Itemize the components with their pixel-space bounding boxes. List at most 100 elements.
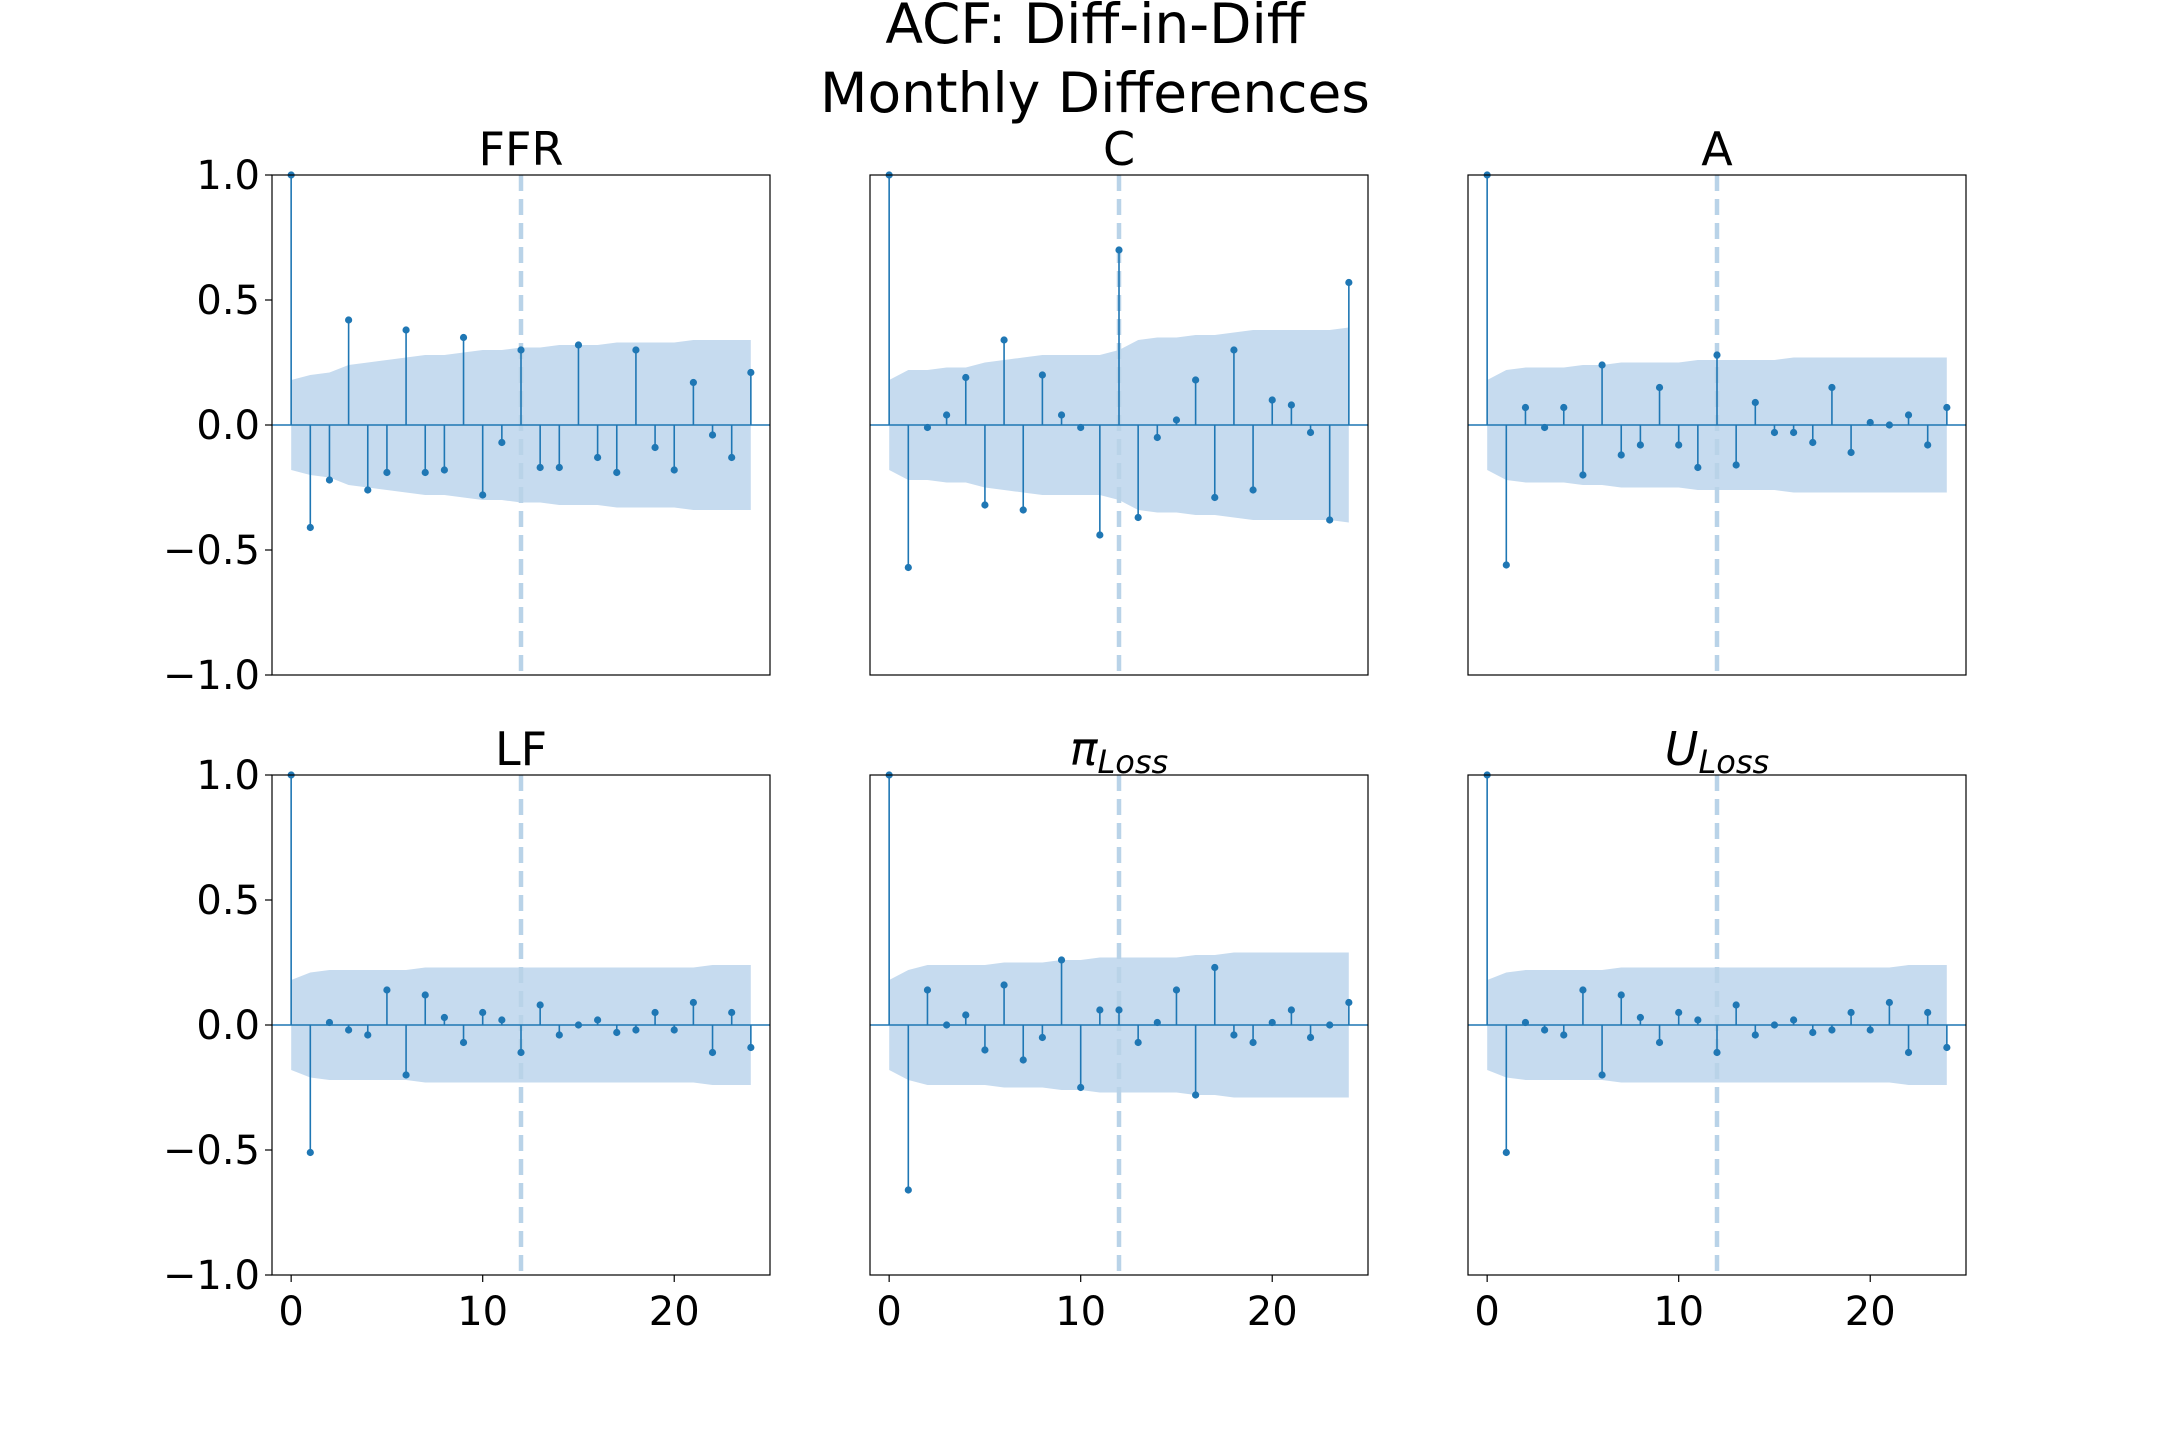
acf-panel-u-loss: ULoss 0 10 20 [1467,722,1967,1335]
acf-point-ffr-lag-7 [421,468,429,477]
acf-point-lf-lag-1 [306,1148,314,1157]
acf-point-pi-loss-lag-6 [1000,981,1008,989]
acf-point-ffr-lag-9 [459,333,468,342]
acf-point-ffr-lag-5 [383,468,391,477]
panel-title-c: C [1103,122,1135,176]
acf-point-ffr-lag-14 [555,463,563,472]
x-tick-label-pi-loss-0: 0 [876,1289,901,1335]
acf-point-a-lag-1 [1502,561,1510,569]
y-tick-label-lf-1: 0.5 [196,878,260,924]
acf-point-ffr-lag-12 [517,346,525,354]
acf-point-ffr-lag-17 [613,468,621,477]
acf-point-lf-lag-17 [613,1028,621,1037]
acf-point-c-lag-15 [1172,416,1181,424]
acf-point-u-loss-lag-2 [1521,1018,1530,1027]
acf-point-ffr-lag-2 [325,476,334,484]
panel-title-subscript-u-loss: Loss [1698,743,1769,781]
x-tick-label-lf-2: 20 [649,1289,700,1335]
acf-point-a-lag-5 [1579,471,1587,479]
acf-point-u-loss-lag-16 [1790,1016,1798,1024]
acf-point-u-loss-lag-18 [1828,1026,1836,1034]
acf-point-a-lag-18 [1828,383,1836,392]
acf-point-ffr-lag-20 [670,466,678,474]
x-tick-label-u-loss-2: 20 [1845,1289,1896,1335]
acf-point-ffr-lag-13 [536,463,544,472]
acf-point-a-lag-15 [1770,428,1779,437]
acf-point-a-lag-4 [1560,403,1568,412]
acf-point-c-lag-17 [1211,493,1219,502]
acf-point-a-lag-7 [1617,451,1625,459]
acf-point-lf-lag-21 [689,998,697,1007]
x-tick-label-lf-1: 10 [457,1289,508,1335]
acf-point-ffr-lag-4 [364,486,372,494]
subplot-grid: FFR 1.0 0.5 0.0 −0.5 −1.0 C A LF 1.0 0.5 0.0 −0.5 −1.… [163,122,1967,1335]
acf-point-a-lag-2 [1521,403,1530,412]
acf-point-c-lag-23 [1326,516,1334,524]
acf-point-c-lag-2 [923,423,932,432]
acf-point-ffr-lag-21 [689,378,697,387]
acf-point-pi-loss-lag-8 [1038,1033,1046,1042]
acf-point-pi-loss-lag-7 [1019,1056,1027,1064]
panel-title-u-loss: ULoss [1665,722,1769,781]
acf-point-c-lag-10 [1077,423,1085,432]
acf-point-a-lag-24 [1943,403,1951,412]
y-tick-label-ffr-3: −0.5 [163,528,260,574]
y-tick-label-lf-0: 1.0 [196,753,260,799]
acf-point-a-lag-21 [1885,421,1893,429]
acf-point-lf-lag-12 [517,1048,525,1057]
panel-title-lf: LF [495,722,547,776]
acf-point-u-loss-lag-1 [1502,1148,1510,1157]
acf-point-lf-lag-18 [632,1026,640,1034]
acf-point-a-lag-16 [1790,428,1798,437]
acf-point-lf-lag-13 [536,1001,544,1009]
acf-point-a-lag-14 [1751,398,1759,407]
acf-panel-pi-loss: πLoss 0 10 20 [869,722,1369,1335]
acf-point-u-loss-lag-19 [1847,1008,1855,1017]
acf-point-c-lag-24 [1345,278,1353,287]
acf-point-c-lag-3 [943,411,951,419]
acf-panel-a: A [1467,122,1967,676]
acf-point-lf-lag-4 [364,1031,372,1039]
acf-panel-ffr: FFR 1.0 0.5 0.0 −0.5 −1.0 [163,122,771,699]
acf-point-c-lag-14 [1153,433,1161,442]
acf-panel-c: C [869,122,1369,676]
acf-point-u-loss-lag-22 [1904,1048,1913,1057]
acf-point-lf-lag-10 [479,1008,487,1017]
acf-point-u-loss-lag-24 [1943,1043,1951,1052]
acf-point-c-lag-13 [1134,513,1142,522]
acf-point-ffr-lag-6 [402,326,410,334]
y-tick-label-lf-4: −1.0 [163,1253,260,1299]
acf-point-c-lag-8 [1038,371,1046,379]
panel-title-symbol-pi-loss: π [1070,722,1099,776]
acf-point-pi-loss-lag-20 [1268,1018,1276,1027]
x-tick-label-u-loss-0: 0 [1474,1289,1499,1335]
acf-point-u-loss-lag-23 [1924,1008,1932,1017]
acf-point-c-lag-19 [1249,486,1257,494]
axes-frame-a [1467,174,1967,676]
y-tick-label-ffr-2: 0.0 [196,403,260,449]
acf-point-c-lag-20 [1268,396,1276,404]
acf-point-ffr-lag-1 [306,523,314,532]
acf-point-c-lag-12 [1115,246,1123,254]
acf-point-lf-lag-3 [345,1026,353,1034]
acf-point-pi-loss-lag-21 [1287,1006,1295,1014]
acf-point-u-loss-lag-7 [1617,991,1625,999]
acf-point-u-loss-lag-17 [1809,1028,1817,1037]
acf-point-a-lag-22 [1904,411,1913,419]
acf-point-u-loss-lag-6 [1598,1071,1606,1079]
acf-point-u-loss-lag-14 [1751,1031,1759,1039]
acf-point-a-lag-12 [1713,351,1721,359]
acf-point-pi-loss-lag-14 [1153,1018,1161,1027]
acf-point-ffr-lag-24 [747,368,755,377]
acf-point-pi-loss-lag-10 [1077,1083,1085,1092]
acf-point-ffr-lag-8 [440,466,448,474]
acf-point-c-lag-11 [1096,531,1104,539]
panel-title-subscript-pi-loss: Loss [1097,743,1168,781]
acf-point-a-lag-6 [1598,361,1606,369]
acf-point-a-lag-13 [1732,461,1740,469]
acf-point-a-lag-9 [1655,383,1664,392]
acf-point-lf-lag-7 [421,991,429,999]
acf-point-u-loss-lag-9 [1655,1038,1664,1047]
acf-point-lf-lag-24 [747,1043,755,1052]
y-tick-label-ffr-1: 0.5 [196,278,260,324]
